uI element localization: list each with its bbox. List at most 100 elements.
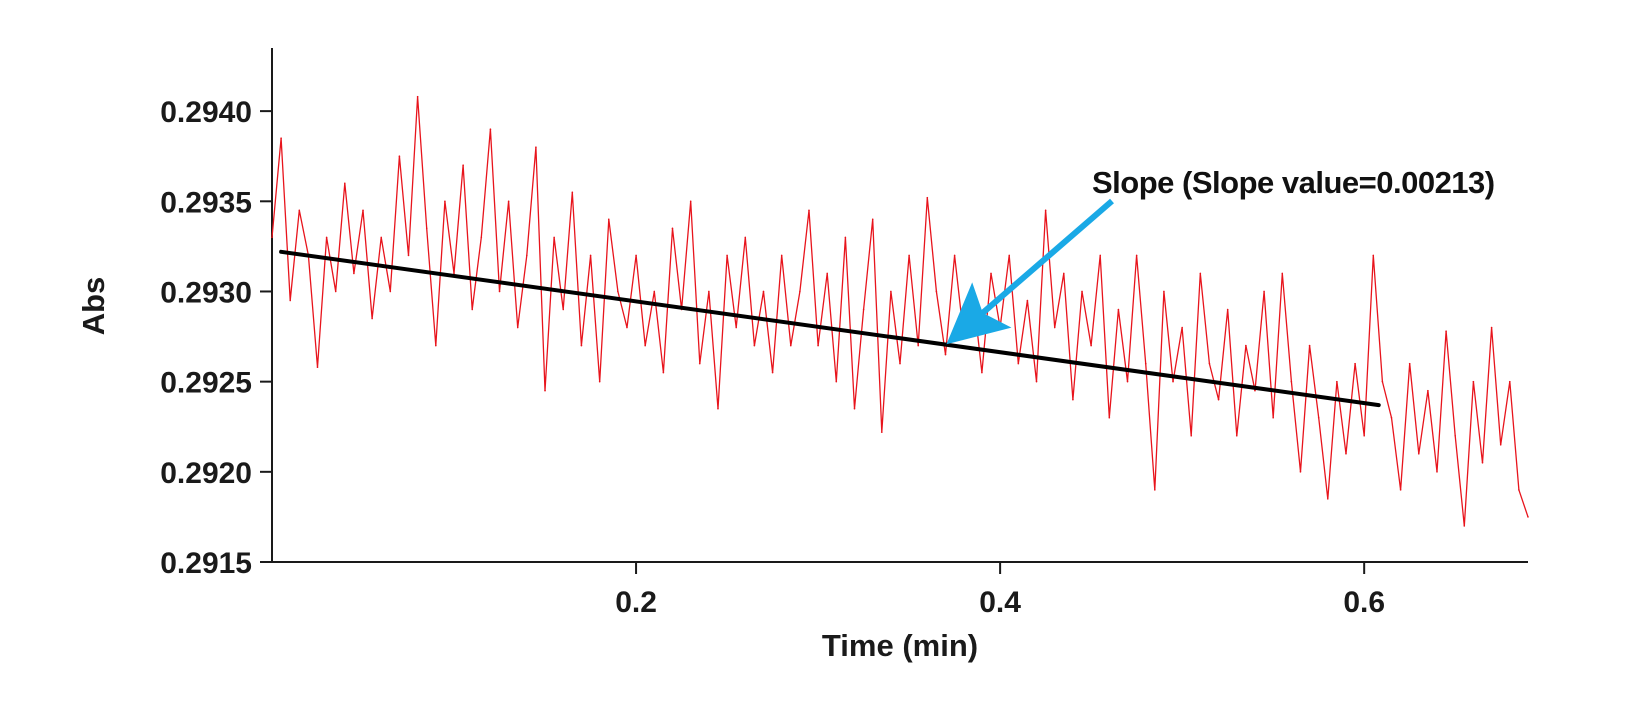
trace-point: [853, 407, 856, 410]
trace-point: [1427, 389, 1429, 392]
trace-point: [1381, 380, 1384, 383]
trace-point: [1081, 290, 1083, 293]
trace-point: [1172, 380, 1174, 383]
trace-point: [1272, 416, 1274, 419]
trace-point: [653, 290, 656, 293]
trace-point: [1144, 362, 1147, 365]
trace-point: [1345, 452, 1347, 455]
trace-point: [507, 200, 510, 203]
trace-point: [1135, 254, 1138, 257]
trace-point: [425, 227, 428, 230]
trace-point: [380, 236, 383, 239]
trace-point: [1072, 398, 1074, 401]
trace-point: [1336, 380, 1338, 383]
trace-point: [462, 164, 464, 167]
slope-fit-line: [279, 249, 1381, 408]
trace-point: [1399, 489, 1402, 491]
trace-point: [589, 254, 592, 257]
x-tick-label: 0.6: [1343, 586, 1385, 619]
trace-point: [316, 366, 319, 369]
trace-point: [562, 308, 565, 311]
trace-point: [1053, 326, 1056, 329]
trace-point: [553, 236, 555, 239]
trace-point: [544, 389, 546, 392]
trace-point: [1181, 326, 1183, 329]
trace-point: [617, 290, 619, 293]
trace-point: [1472, 380, 1475, 383]
trace-point: [1317, 416, 1320, 419]
trace-point: [289, 299, 292, 302]
trace-point: [1390, 416, 1393, 419]
trace-point: [1281, 272, 1284, 275]
trace-point: [771, 371, 774, 374]
absorbance-trace: [271, 96, 1529, 527]
trace-point: [990, 272, 992, 275]
trace-point: [962, 335, 965, 338]
y-tick-label: 0.2935: [160, 186, 252, 219]
trace-point: [1108, 416, 1111, 419]
trace-point: [362, 209, 364, 212]
trace-point: [799, 290, 801, 293]
trace-point: [972, 290, 974, 293]
trace-point: [480, 236, 483, 239]
trace-point: [516, 326, 519, 329]
trace-point: [1508, 380, 1511, 383]
trace-point: [926, 196, 929, 199]
trace-point: [1026, 299, 1029, 302]
trace-point: [607, 218, 610, 221]
slope-annotation-arrow: [946, 198, 1114, 345]
trace-point: [626, 326, 628, 329]
trace-point: [1126, 380, 1129, 383]
trace-point: [817, 344, 819, 347]
trace-point: [1226, 308, 1229, 311]
trace-point: [689, 200, 692, 203]
trace-point: [489, 128, 492, 130]
trace-point: [1044, 209, 1047, 212]
trace-point: [571, 191, 574, 194]
y-tick-label: 0.2920: [160, 457, 252, 490]
trace-point: [808, 209, 810, 212]
trace-point: [1163, 290, 1165, 293]
trace-point: [526, 254, 528, 257]
trace-point: [899, 362, 901, 365]
trace-point: [1436, 471, 1438, 473]
slope-annotation-label: Slope (Slope value=0.00213): [1092, 165, 1495, 200]
trace-point: [762, 290, 765, 293]
trace-point: [1481, 462, 1484, 464]
trace-point: [671, 227, 674, 230]
trace-point: [334, 290, 337, 293]
trace-point: [535, 146, 537, 148]
trace-point: [498, 290, 501, 293]
trace-point: [753, 344, 756, 347]
trace-point: [1463, 525, 1466, 527]
y-tick-label: 0.2915: [160, 547, 252, 580]
trace-point: [1299, 471, 1302, 473]
trace-point: [398, 155, 401, 158]
x-axis-title: Time (min): [822, 628, 978, 663]
y-ticks: 0.2915 0.2920 0.2925 0.2930 0.2935 0.2940: [160, 96, 272, 580]
trace-point: [789, 344, 792, 347]
trace-point: [298, 209, 301, 212]
trace-point: [598, 380, 601, 383]
trace-point: [1190, 434, 1193, 437]
trace-point: [1217, 398, 1220, 401]
trace-point: [1063, 272, 1065, 275]
trace-point: [1290, 380, 1293, 383]
x-tick-label: 0.4: [979, 586, 1021, 619]
trace-point: [1326, 498, 1329, 500]
trace-point: [908, 254, 910, 257]
y-tick-label: 0.2940: [160, 96, 252, 129]
trace-point: [1208, 362, 1211, 365]
x-tick-label: 0.2: [615, 586, 657, 619]
trace-point: [580, 344, 583, 347]
trace-point: [280, 137, 282, 139]
series-layer: [271, 95, 1529, 527]
trace-point: [435, 344, 437, 347]
trace-point: [1254, 389, 1256, 392]
trace-point: [644, 344, 646, 347]
trace-point: [1308, 344, 1311, 347]
plot-area: 0.2915 0.2920 0.2925 0.2930 0.2935 0.2940 0.2…: [160, 48, 1529, 619]
trace-point: [1245, 344, 1247, 347]
trace-point: [635, 254, 637, 257]
trace-point: [835, 380, 838, 383]
